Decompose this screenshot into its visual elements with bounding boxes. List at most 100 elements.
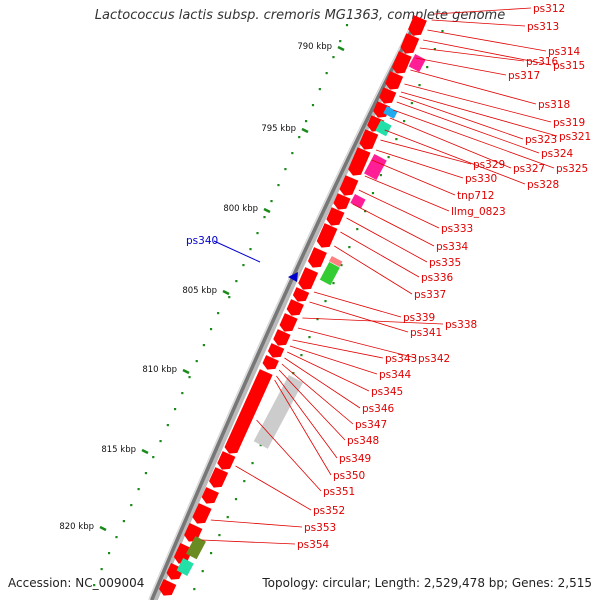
leader-line (431, 19, 526, 27)
gene-label: ps329 (473, 159, 505, 171)
leader-line (389, 117, 512, 169)
minor-tick (228, 296, 231, 299)
inner-tick (418, 84, 421, 87)
leader-line (352, 203, 435, 247)
inner-tick (209, 552, 213, 555)
inner-tick (300, 354, 303, 357)
gene-label: ps333 (441, 223, 473, 235)
gene-arrow (379, 87, 397, 104)
gene-arrow (333, 193, 351, 210)
gene-arrow (348, 147, 371, 176)
gene-label: ps339 (403, 312, 435, 324)
inner-tick (426, 66, 429, 69)
inner-tick (371, 192, 375, 195)
kbp-major-tick (222, 289, 230, 296)
gene-label: ps319 (553, 117, 585, 129)
gene-label: ps346 (362, 403, 394, 415)
kbp-label: 805 kbp (182, 286, 217, 296)
gene-arrow (262, 355, 279, 370)
minor-tick (256, 232, 259, 235)
gene-arrow (201, 487, 219, 504)
gene-label: ps328 (527, 179, 559, 191)
gene-arrow (208, 467, 229, 488)
gene-label: tnp712 (457, 190, 494, 202)
gene-arrow (224, 369, 273, 454)
gene-label: ps330 (465, 173, 497, 185)
inner-tick (441, 30, 444, 33)
kbp-major-tick (301, 127, 309, 134)
pink-feature (364, 153, 387, 180)
gene-arrow (400, 33, 420, 54)
inner-tick (324, 300, 327, 303)
salmon-feature (329, 256, 343, 267)
leader-line (393, 109, 555, 169)
minor-tick (115, 536, 118, 539)
inner-tick (259, 444, 262, 447)
tick-layer (93, 24, 444, 591)
leader-line (400, 91, 558, 137)
leader-line (346, 217, 428, 263)
leader-line (278, 369, 346, 441)
olive-feature (185, 536, 206, 560)
gene-arrow (307, 247, 327, 268)
gene-arrow (158, 579, 177, 596)
gene-label: ps325 (556, 163, 588, 175)
minor-tick (305, 120, 308, 123)
minor-tick (332, 56, 335, 59)
inner-tick (356, 228, 359, 231)
minor-tick (100, 568, 103, 571)
leader-line (235, 465, 312, 511)
gene-label: ps321 (559, 131, 591, 143)
gene-label: llmg_0823 (451, 206, 506, 218)
gene-label: ps345 (371, 386, 403, 398)
inner-tick (348, 246, 351, 249)
accession-text: Accession: NC_009004 (8, 576, 145, 590)
minor-tick (298, 136, 301, 139)
gene-arrow (326, 207, 345, 226)
inner-tick (379, 174, 382, 177)
inner-tick (234, 498, 238, 501)
kbp-label: 795 kbp (261, 124, 296, 134)
minor-tick (249, 248, 252, 251)
gene-label: ps344 (379, 369, 411, 381)
inner-tick (433, 48, 436, 51)
topology-text: Topology: circular; Length: 2,529,478 bp… (262, 576, 592, 590)
leader-line (201, 539, 296, 545)
leader-line (256, 419, 322, 492)
gene-label: ps337 (414, 289, 446, 301)
gene-layer (158, 15, 427, 596)
gene-label: ps348 (347, 435, 379, 447)
leader-line (313, 291, 402, 318)
map-title: Lactococcus lactis subsp. cremoris MG136… (94, 8, 506, 23)
gene-label: ps352 (313, 505, 345, 517)
gene-label: ps327 (513, 163, 545, 175)
gene-arrow (292, 287, 310, 302)
cyan-feature (383, 106, 398, 119)
leader-line (364, 175, 450, 212)
highlight-gene-arrow (288, 272, 298, 282)
minor-tick (166, 424, 169, 427)
minor-tick (209, 328, 213, 331)
gene-label: ps338 (445, 319, 477, 331)
inner-tick (332, 282, 335, 285)
gene-label: ps317 (508, 70, 540, 82)
gene-label: ps349 (339, 453, 371, 465)
minor-tick (270, 200, 273, 203)
leader-line (423, 39, 552, 66)
leader-line (297, 327, 417, 359)
gene-label: ps353 (304, 522, 336, 534)
minor-tick (235, 280, 238, 283)
minor-tick (318, 88, 321, 91)
kbp-label: 815 kbp (101, 445, 136, 455)
kbp-label: 790 kbp (297, 42, 332, 52)
leader-line (371, 159, 456, 196)
leader-layer (201, 7, 558, 545)
label-layer: 790 kbp 795 kbp 800 kbp 805 kbp 810 kbp 815 k… (59, 3, 591, 551)
gene-label: ps343 (385, 353, 417, 365)
inner-tick (193, 588, 196, 591)
minor-tick (159, 440, 162, 443)
inner-tick (218, 534, 221, 537)
gene-label: ps354 (297, 539, 329, 551)
leader-line (410, 69, 537, 105)
